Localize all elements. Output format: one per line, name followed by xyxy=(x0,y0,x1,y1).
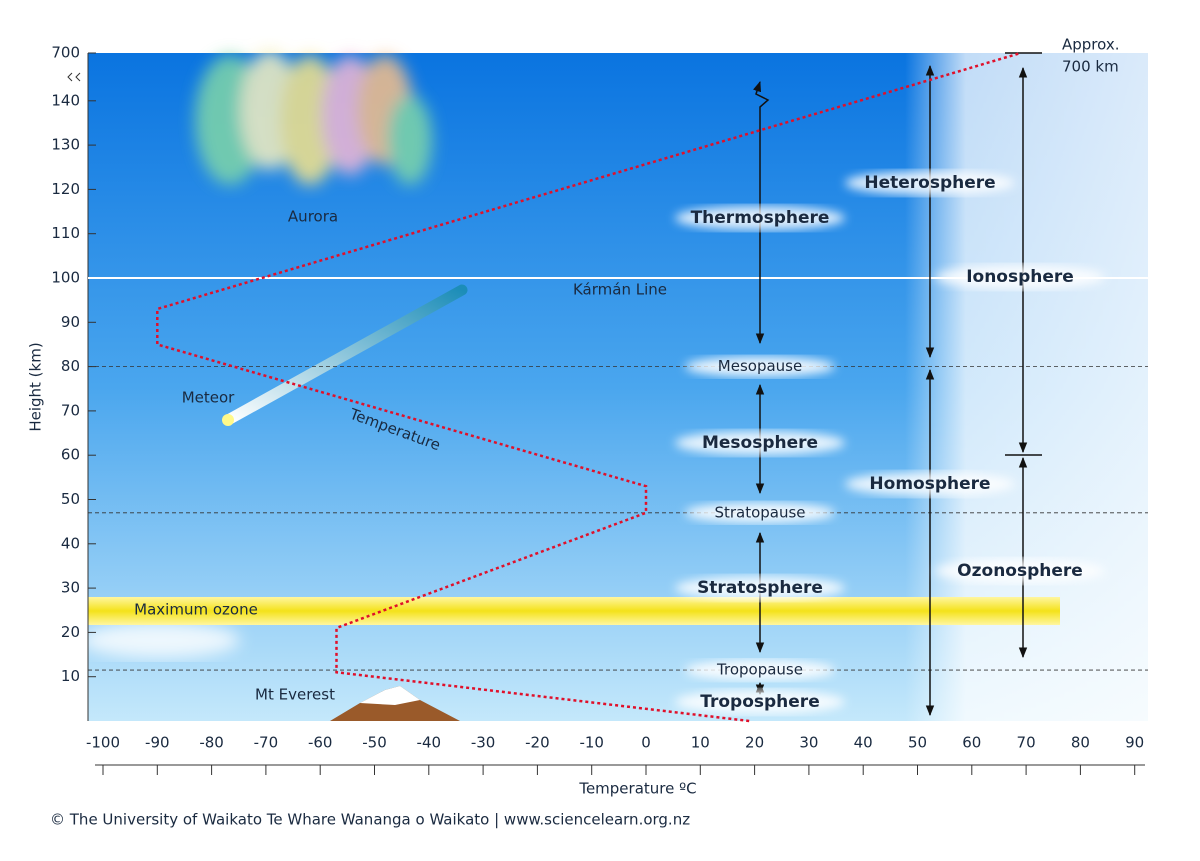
footer: © The University of Waikato Te Whare Wan… xyxy=(50,811,690,829)
label-glow xyxy=(675,690,845,714)
y-tick-label: 110 xyxy=(51,224,80,242)
label-glow xyxy=(935,265,1105,289)
x-tick-label: 40 xyxy=(854,734,873,752)
y-tick-label: 700 xyxy=(51,44,80,62)
y-tick-label: 50 xyxy=(61,490,80,508)
layer-label: Homosphere xyxy=(869,474,990,494)
layer-label: Ozonosphere xyxy=(957,561,1083,581)
label-glow xyxy=(685,502,835,523)
layer-label: Troposphere xyxy=(700,692,819,712)
x-tick-label: 70 xyxy=(1017,734,1036,752)
x-tick-label: 60 xyxy=(962,734,981,752)
feature-label: Meteor xyxy=(182,389,235,407)
x-tick-label: -20 xyxy=(525,734,550,752)
layer-label: Ionosphere xyxy=(966,267,1074,287)
meteor-head xyxy=(222,414,234,426)
x-tick-label: 80 xyxy=(1071,734,1090,752)
aurora-art xyxy=(195,50,432,185)
y-tick-label: 20 xyxy=(61,623,80,641)
x-tick-label: -30 xyxy=(471,734,496,752)
label-glow xyxy=(845,472,1015,496)
label-glow xyxy=(675,576,845,600)
layer-label: Heterosphere xyxy=(864,173,995,193)
layer-label: Stratosphere xyxy=(697,578,823,598)
feature-label: Mt Everest xyxy=(255,686,335,704)
x-tick-label: 90 xyxy=(1125,734,1144,752)
meteor xyxy=(222,284,468,426)
y-tick-label: 10 xyxy=(61,667,80,685)
boundary-label: Tropopause xyxy=(716,661,803,679)
boundary-label: Mesopause xyxy=(718,357,802,375)
temperature-line xyxy=(156,51,1022,723)
x-tick-label: 0 xyxy=(641,734,651,752)
y-tick-label: 60 xyxy=(61,446,80,464)
y-tick-label: 90 xyxy=(61,313,80,331)
thermo-arrow xyxy=(753,81,770,345)
x-tick-label: 20 xyxy=(745,734,764,752)
label-glow xyxy=(675,431,845,455)
label-glow xyxy=(845,171,1015,195)
y-tick-label: 140 xyxy=(51,91,80,109)
mountain-snow xyxy=(360,686,420,705)
feature-label: Maximum ozone xyxy=(134,601,258,619)
x-tick-label: 30 xyxy=(799,734,818,752)
y-tick-label: 120 xyxy=(51,180,80,198)
x-tick-label: -80 xyxy=(199,734,224,752)
x-tick-label: -60 xyxy=(308,734,333,752)
y-tick-label: 130 xyxy=(51,136,80,154)
x-tick-label: 50 xyxy=(908,734,927,752)
approx-label: Approx. xyxy=(1062,36,1120,54)
x-tick-label: 10 xyxy=(691,734,710,752)
label-glow xyxy=(685,356,835,377)
y-tick-label: 100 xyxy=(51,269,80,287)
x-tick-label: -50 xyxy=(362,734,387,752)
approx-label: 700 km xyxy=(1062,58,1119,76)
label-glow xyxy=(685,660,835,681)
y-tick-label: 40 xyxy=(61,534,80,552)
boundary-label: Stratopause xyxy=(714,503,805,521)
ozone-band xyxy=(88,597,1060,625)
feature-label: Aurora xyxy=(288,208,338,226)
x-axis-title: Temperature ºC xyxy=(578,780,696,798)
y-tick-label: 70 xyxy=(61,401,80,419)
y-tick-label: 80 xyxy=(61,357,80,375)
x-tick-label: -70 xyxy=(254,734,279,752)
clouds xyxy=(80,622,240,658)
y-axis-title: Height (km) xyxy=(27,342,45,431)
layer-label: Thermosphere xyxy=(691,208,830,228)
x-tick-label: -100 xyxy=(86,734,120,752)
label-glow xyxy=(675,206,845,230)
label-glow xyxy=(935,559,1105,583)
karman-label: Kármán Line xyxy=(573,281,667,299)
layer-label: Mesosphere xyxy=(702,433,818,453)
x-tick-label: -40 xyxy=(417,734,442,752)
axis-break-mark xyxy=(67,72,81,82)
x-tick-label: -10 xyxy=(579,734,604,752)
x-tick-label: -90 xyxy=(145,734,170,752)
y-tick-label: 30 xyxy=(61,579,80,597)
